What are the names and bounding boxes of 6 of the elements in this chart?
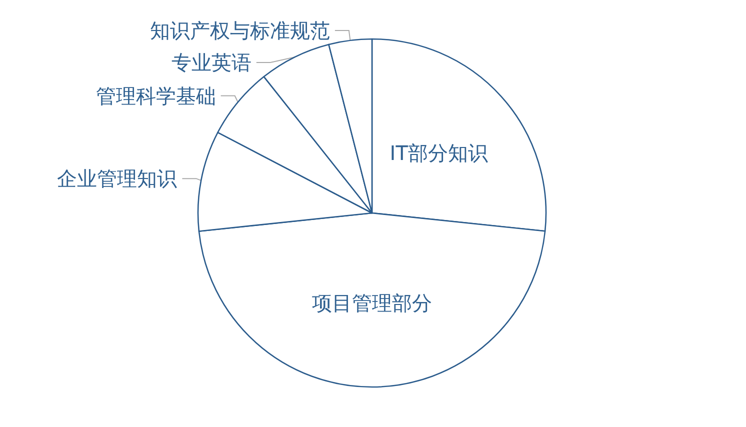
slice-label: 知识产权与标准规范 [150,18,330,42]
slice-label: 企业管理知识 [57,166,178,191]
slice-label: 管理科学基础 [96,84,216,108]
slice-label: 专业英语 [171,50,252,74]
slice-label: 项目管理部分 [312,291,432,315]
slice-label: IT部分知识 [390,140,488,165]
